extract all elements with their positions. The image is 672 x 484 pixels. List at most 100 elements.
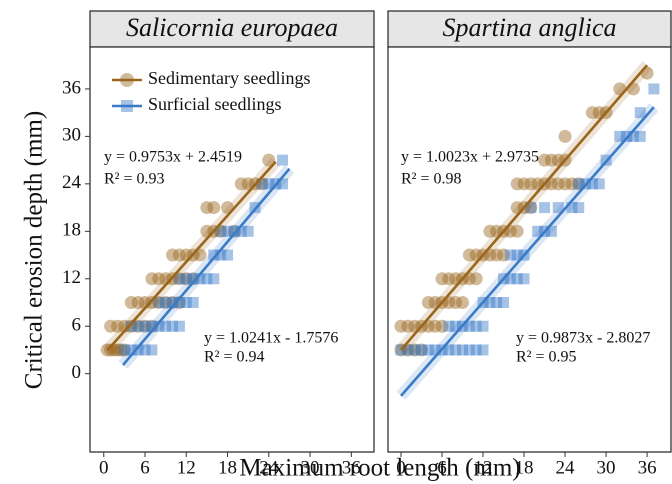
- x-tick-label: 18: [515, 457, 534, 478]
- point: [510, 177, 524, 191]
- point: [145, 319, 159, 333]
- point: [566, 202, 578, 214]
- point: [470, 320, 482, 332]
- point: [277, 154, 289, 166]
- x-tick-label: 36: [638, 457, 657, 478]
- point: [402, 344, 414, 356]
- point: [139, 344, 151, 356]
- strip: [387, 10, 672, 48]
- legend-label: Sedimentary seedlings: [148, 68, 310, 88]
- point: [442, 272, 456, 286]
- point: [104, 343, 118, 357]
- y-tick-label: 30: [62, 125, 81, 146]
- point: [414, 343, 428, 357]
- point: [477, 344, 489, 356]
- point: [131, 295, 145, 309]
- point: [173, 296, 185, 308]
- point: [145, 272, 159, 286]
- point: [491, 296, 503, 308]
- x-tick-label: 6: [140, 457, 150, 478]
- point: [187, 296, 199, 308]
- point: [180, 296, 192, 308]
- point: [215, 249, 227, 261]
- point: [234, 177, 248, 191]
- point: [511, 273, 523, 285]
- point: [138, 319, 152, 333]
- point: [186, 272, 200, 286]
- strip: [89, 10, 375, 48]
- point: [159, 295, 173, 309]
- point: [539, 202, 551, 214]
- point: [462, 248, 476, 262]
- point: [153, 320, 165, 332]
- point: [429, 344, 441, 356]
- point: [166, 248, 180, 262]
- point: [450, 320, 462, 332]
- point: [490, 248, 504, 262]
- point: [139, 320, 151, 332]
- point: [634, 107, 646, 119]
- point: [180, 273, 192, 285]
- point: [517, 177, 531, 191]
- x-tick-label: 36: [342, 457, 361, 478]
- x-tick-label: 0: [99, 457, 109, 478]
- point: [428, 319, 442, 333]
- panel-title: Spartina anglica: [442, 13, 616, 42]
- fit-line: [400, 64, 649, 351]
- y-tick-label: 18: [62, 220, 81, 241]
- point: [443, 344, 455, 356]
- point: [194, 273, 206, 285]
- point: [409, 344, 421, 356]
- annotation: y = 0.9753x + 2.4519: [104, 149, 242, 166]
- point: [586, 178, 598, 190]
- point: [415, 344, 427, 356]
- point: [118, 344, 130, 356]
- x-tick-label: 30: [301, 457, 320, 478]
- y-tick-label: 12: [62, 267, 81, 288]
- fit-line: [106, 160, 277, 352]
- point: [443, 320, 455, 332]
- fit-line: [122, 167, 291, 366]
- point: [121, 100, 133, 112]
- point: [146, 320, 158, 332]
- x-tick-label: 0: [396, 457, 406, 478]
- point: [538, 153, 552, 167]
- point: [551, 177, 565, 191]
- point: [167, 320, 179, 332]
- point: [573, 202, 585, 214]
- point: [152, 295, 166, 309]
- point: [172, 295, 186, 309]
- annotation: y = 1.0241x - 1.7576: [204, 330, 338, 347]
- y-tick-label: 36: [62, 77, 81, 98]
- x-axis-label: Maximum root length (mm): [239, 455, 520, 482]
- point: [172, 272, 186, 286]
- point: [593, 178, 605, 190]
- point: [498, 296, 510, 308]
- point: [167, 296, 179, 308]
- x-tick-label: 6: [437, 457, 447, 478]
- point: [483, 224, 497, 238]
- y-tick-label: 24: [62, 172, 82, 193]
- point: [228, 225, 240, 237]
- point: [552, 202, 564, 214]
- y-tick-label: 6: [72, 315, 82, 336]
- point: [532, 225, 544, 237]
- point: [510, 224, 524, 238]
- x-tick-label: 24: [259, 457, 279, 478]
- x-tick-label: 12: [474, 457, 493, 478]
- point: [132, 320, 144, 332]
- annotation: R² = 0.93: [104, 171, 165, 188]
- point: [463, 320, 475, 332]
- point: [263, 178, 275, 190]
- point: [525, 202, 537, 214]
- point: [222, 249, 234, 261]
- point: [408, 343, 422, 357]
- point: [160, 296, 172, 308]
- point: [614, 130, 626, 142]
- point: [200, 201, 214, 215]
- y-tick-label: 0: [72, 362, 82, 383]
- point: [435, 272, 449, 286]
- fit-line: [400, 106, 655, 397]
- point: [421, 295, 435, 309]
- point: [124, 319, 138, 333]
